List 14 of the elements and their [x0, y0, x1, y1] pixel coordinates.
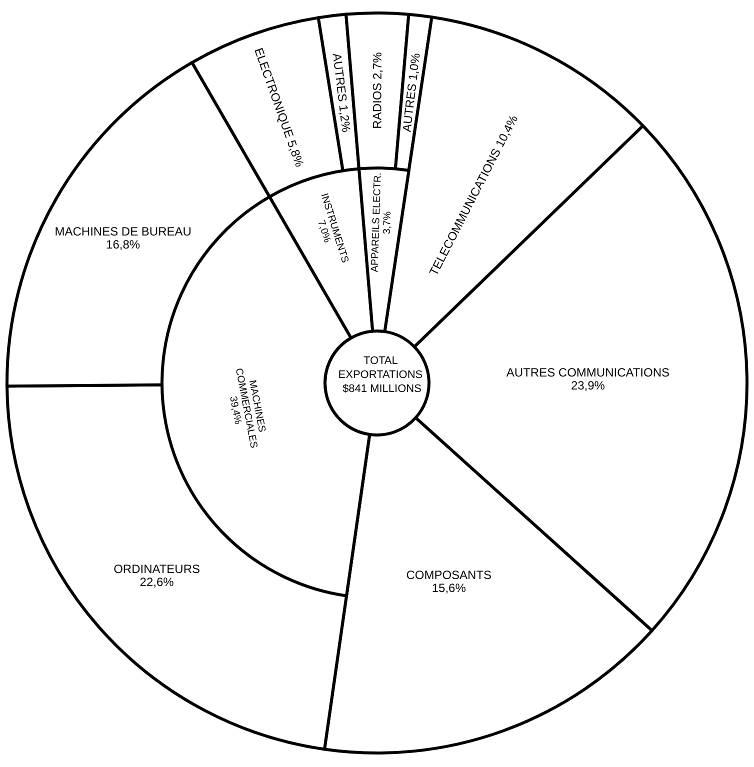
slice-label: AUTRES COMMUNICATIONS — [506, 366, 670, 380]
text: TOTAL EXPORTATIONS $841 MILLIONS — [338, 355, 426, 395]
slice-label: AUTRES 1,2% — [330, 52, 354, 134]
data-label: 15,6% — [432, 580, 466, 595]
data-label: 22,6% — [140, 575, 174, 590]
data-label: 23,9% — [570, 378, 606, 393]
slice-label: ORDINATEURS — [114, 562, 200, 576]
slice-label: AUTRES 1,0% — [400, 52, 423, 133]
slice-label: APPAREILS ELECTR. — [370, 172, 384, 272]
data-label: 16,8% — [106, 237, 140, 252]
slice-label: MACHINES DE BUREAU — [54, 224, 192, 238]
slice-label: COMPOSANTS — [406, 568, 492, 582]
slice-label: RADIOS 2,7% — [370, 52, 384, 129]
data-label: 3,7% — [382, 211, 394, 234]
